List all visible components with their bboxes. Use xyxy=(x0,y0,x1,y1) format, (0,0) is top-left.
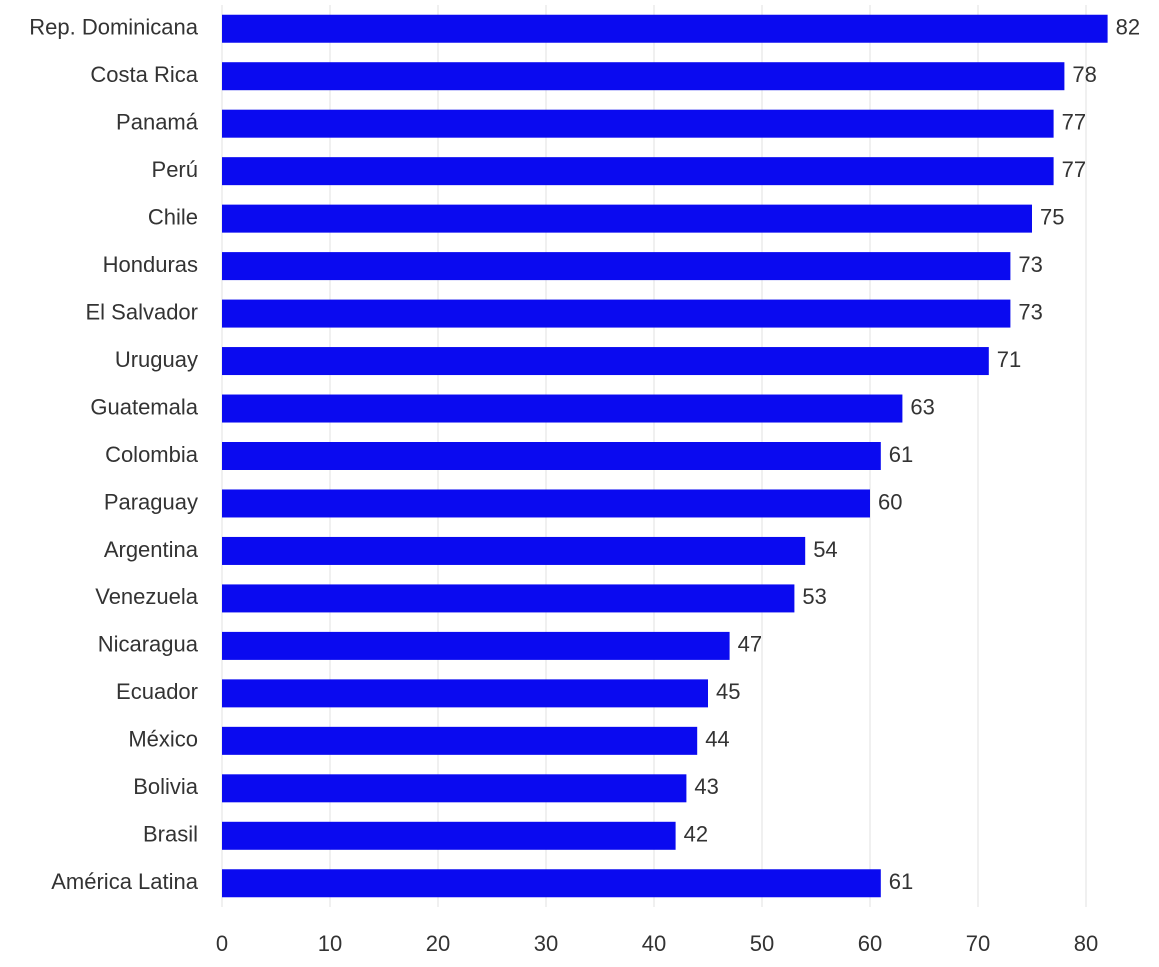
bar xyxy=(222,774,687,803)
data-label: 44 xyxy=(705,727,729,752)
x-tick-label: 70 xyxy=(966,931,990,956)
bar xyxy=(222,14,1108,43)
data-label: 75 xyxy=(1040,204,1064,229)
data-label: 60 xyxy=(878,489,902,514)
data-label: 73 xyxy=(1018,299,1042,324)
y-tick-label: Chile xyxy=(148,204,198,229)
bar xyxy=(222,631,730,660)
y-tick-label: Venezuela xyxy=(95,584,199,609)
data-label: 82 xyxy=(1116,15,1140,40)
x-tick-label: 60 xyxy=(858,931,882,956)
x-tick-label: 10 xyxy=(318,931,342,956)
bar xyxy=(222,679,708,708)
data-label: 63 xyxy=(910,394,934,419)
y-tick-label: Rep. Dominicana xyxy=(29,15,199,40)
bar xyxy=(222,394,903,423)
y-tick-label: Perú xyxy=(152,157,198,182)
bar xyxy=(222,726,698,755)
bar xyxy=(222,62,1065,91)
x-tick-label: 80 xyxy=(1074,931,1098,956)
data-label: 47 xyxy=(738,632,762,657)
data-label: 54 xyxy=(813,537,837,562)
y-tick-label: Uruguay xyxy=(115,347,198,372)
y-tick-label: Brasil xyxy=(143,822,198,847)
bar xyxy=(222,584,795,613)
bar xyxy=(222,489,870,518)
y-tick-label: Colombia xyxy=(105,442,199,467)
y-tick-label: Nicaragua xyxy=(98,632,199,657)
y-tick-label: Guatemala xyxy=(90,394,198,419)
data-label: 53 xyxy=(802,584,826,609)
y-tick-label: Ecuador xyxy=(116,679,198,704)
x-tick-label: 40 xyxy=(642,931,666,956)
y-tick-label: Costa Rica xyxy=(90,62,198,87)
bar xyxy=(222,109,1054,138)
data-label: 78 xyxy=(1072,62,1096,87)
bar xyxy=(222,442,881,470)
data-label: 73 xyxy=(1018,252,1042,277)
x-tick-label: 50 xyxy=(750,931,774,956)
bar xyxy=(222,536,806,565)
data-label: 77 xyxy=(1062,157,1086,182)
y-tick-label: Bolivia xyxy=(133,774,199,799)
bar xyxy=(222,204,1032,233)
y-tick-label: México xyxy=(128,727,198,752)
data-label: 43 xyxy=(694,774,718,799)
data-label: 77 xyxy=(1062,109,1086,134)
bar xyxy=(222,821,676,850)
data-label: 45 xyxy=(716,679,740,704)
data-label: 61 xyxy=(889,869,913,894)
y-tick-label: Honduras xyxy=(103,252,198,277)
bar xyxy=(222,347,989,376)
y-tick-label: Panamá xyxy=(116,109,199,134)
bar xyxy=(222,299,1011,328)
data-label: 71 xyxy=(997,347,1021,372)
x-tick-label: 20 xyxy=(426,931,450,956)
bar xyxy=(222,157,1054,186)
data-label: 61 xyxy=(889,442,913,467)
y-tick-label: Argentina xyxy=(104,537,199,562)
bar xyxy=(222,252,1011,281)
y-tick-label: Paraguay xyxy=(104,489,198,514)
bar xyxy=(222,869,881,898)
x-tick-label: 30 xyxy=(534,931,558,956)
y-tick-label: El Salvador xyxy=(85,299,198,324)
y-tick-label: América Latina xyxy=(51,869,199,894)
data-label: 42 xyxy=(684,822,708,847)
x-tick-label: 0 xyxy=(216,931,228,956)
